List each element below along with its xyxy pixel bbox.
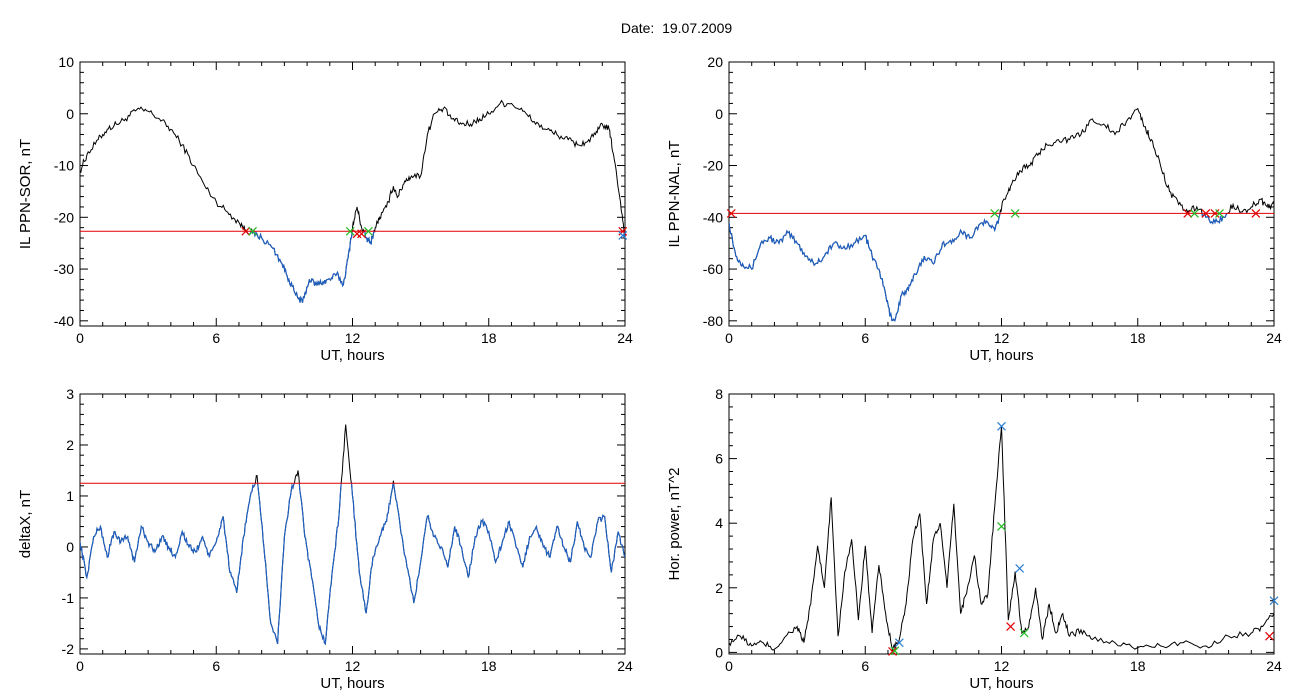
y-tick-label: 0 [66, 539, 74, 555]
x-tick-label: 6 [861, 658, 869, 674]
y-tick-label: -60 [703, 261, 723, 277]
event-marker [1215, 208, 1224, 218]
y-tick-label: -20 [54, 209, 74, 225]
y-tick-label: 0 [715, 644, 723, 660]
y-tick-label: 1 [66, 488, 74, 504]
x-tick-label: 18 [1130, 658, 1146, 674]
x-axis-label: UT, hours [320, 347, 384, 364]
y-tick-label: 0 [66, 106, 74, 122]
event-marker [248, 226, 258, 236]
y-tick-label: -10 [54, 158, 74, 174]
x-tick-label: 6 [212, 658, 220, 674]
event-marker [618, 226, 628, 236]
event-marker [990, 208, 1000, 218]
series-below-threshold [80, 483, 625, 646]
plot-frame [79, 61, 626, 327]
x-tick-label: 24 [1266, 658, 1282, 674]
event-marker [1251, 208, 1261, 218]
y-tick-label: -80 [703, 313, 723, 329]
event-marker [997, 421, 1006, 431]
x-tick-label: 6 [861, 330, 869, 346]
y-tick-label: 0 [715, 106, 723, 122]
y-axis-label: deltaX, nT [17, 490, 34, 558]
event-marker [1010, 208, 1020, 218]
y-tick-label: -40 [703, 209, 723, 225]
x-tick-label: 12 [994, 658, 1010, 674]
panel-il-sor: 0 6 12 18 24 -40 -30 -20 -10 0 10 UT, hours IL PPN-S… [17, 54, 633, 364]
figure-title: Date: 19.07.2009 [0, 20, 1300, 36]
date-value: 19.07.2009 [662, 20, 733, 36]
y-tick-label: 8 [715, 386, 723, 402]
y-axis-label: Hor. power, nT^2 [666, 468, 683, 581]
panel-il-nal: 0 6 12 18 24 -80 -60 -40 -20 0 20 UT, hours IL PPN-N… [666, 54, 1282, 364]
event-marker [1019, 628, 1029, 638]
series-below-threshold [729, 213, 1248, 322]
x-tick-label: 24 [617, 330, 633, 346]
event-marker [241, 226, 251, 236]
x-tick-label: 12 [994, 330, 1010, 346]
series-line [729, 426, 1274, 651]
event-marker [1265, 631, 1274, 641]
y-tick-label: 4 [715, 515, 723, 531]
event-marker [726, 208, 736, 218]
event-marker [888, 646, 897, 656]
y-axis-label: IL PPN-SOR, nT [17, 139, 34, 249]
event-marker [1201, 208, 1211, 218]
plot-frame [79, 393, 626, 655]
x-axis-label: UT, hours [969, 675, 1033, 692]
x-tick-label: 24 [1266, 330, 1282, 346]
event-marker [997, 521, 1006, 531]
date-label: Date: [620, 20, 655, 36]
event-marker [1006, 622, 1016, 631]
x-tick-label: 18 [481, 330, 497, 346]
event-marker [618, 230, 628, 240]
y-tick-label: -40 [54, 313, 74, 329]
y-tick-label: -30 [54, 261, 74, 277]
series-line [80, 424, 625, 645]
y-axis-label: IL PPN-NAL, nT [666, 141, 683, 248]
x-tick-label: 18 [1130, 330, 1146, 346]
y-tick-label: 2 [66, 437, 74, 453]
event-marker [894, 638, 904, 648]
series-line [729, 107, 1274, 322]
y-tick-label: 2 [715, 580, 723, 596]
x-axis-label: UT, hours [320, 675, 384, 692]
event-marker [1183, 208, 1193, 218]
x-tick-label: 0 [76, 658, 84, 674]
event-marker [345, 226, 355, 236]
x-tick-label: 18 [481, 658, 497, 674]
y-tick-label: 10 [58, 54, 74, 70]
event-marker [357, 229, 367, 239]
y-tick-label: -2 [62, 641, 75, 657]
x-axis-label: UT, hours [969, 347, 1033, 364]
x-tick-label: 6 [212, 330, 220, 346]
y-tick-label: -20 [703, 158, 723, 174]
event-marker [1015, 563, 1025, 573]
y-tick-label: 3 [66, 386, 74, 402]
event-marker [363, 226, 373, 236]
series-line [80, 99, 625, 303]
series-below-threshold [245, 231, 625, 303]
event-marker [1269, 596, 1279, 606]
x-tick-label: 0 [76, 330, 84, 346]
x-tick-label: 0 [725, 658, 733, 674]
y-tick-label: -1 [62, 590, 75, 606]
x-tick-label: 12 [345, 330, 361, 346]
x-tick-label: 24 [617, 658, 633, 674]
x-tick-label: 0 [725, 330, 733, 346]
x-tick-label: 12 [345, 658, 361, 674]
y-tick-label: 6 [715, 451, 723, 467]
event-marker [1190, 208, 1199, 218]
event-marker [890, 646, 900, 656]
y-tick-label: 20 [707, 54, 723, 70]
plot-frame [728, 61, 1275, 327]
